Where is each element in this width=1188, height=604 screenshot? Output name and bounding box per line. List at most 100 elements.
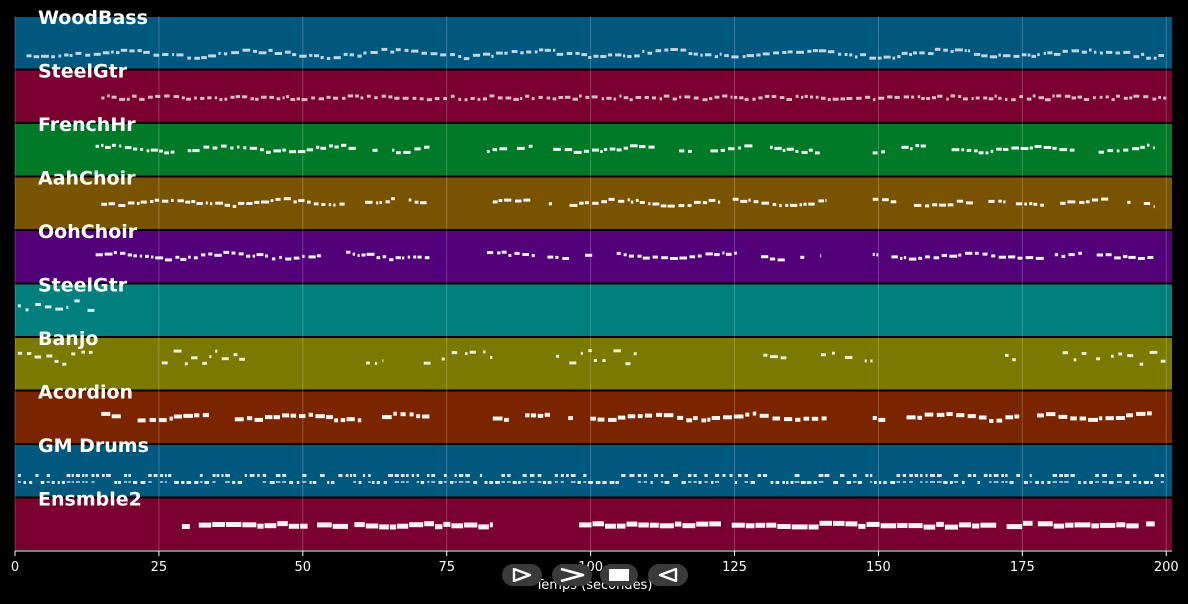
note xyxy=(590,416,596,421)
rewind-button[interactable] xyxy=(648,564,688,586)
note xyxy=(379,524,389,530)
track-band xyxy=(15,445,1172,497)
note xyxy=(382,359,384,363)
note xyxy=(46,481,50,483)
note xyxy=(660,474,664,477)
note xyxy=(282,481,287,483)
note xyxy=(920,481,923,483)
note xyxy=(989,419,994,423)
note xyxy=(1013,54,1020,58)
note xyxy=(846,481,852,484)
note xyxy=(111,414,121,419)
note xyxy=(139,254,143,258)
note xyxy=(1110,354,1114,358)
x-tick-label: 25 xyxy=(151,560,168,575)
note xyxy=(293,256,300,260)
note xyxy=(81,350,85,354)
note xyxy=(693,52,698,56)
note xyxy=(730,95,733,99)
note xyxy=(773,51,779,55)
note xyxy=(766,522,777,528)
note xyxy=(416,474,420,477)
note xyxy=(1127,200,1131,204)
note xyxy=(465,481,470,483)
note xyxy=(309,53,313,57)
note xyxy=(864,359,867,363)
note xyxy=(1132,147,1140,151)
note xyxy=(1116,94,1120,98)
note xyxy=(530,481,535,483)
note xyxy=(25,308,29,312)
note xyxy=(958,95,962,98)
stop-icon xyxy=(609,569,629,581)
note xyxy=(1029,202,1033,206)
note xyxy=(394,474,399,477)
note xyxy=(687,204,692,207)
note xyxy=(715,481,720,483)
note xyxy=(1041,481,1044,484)
note xyxy=(752,97,756,101)
note xyxy=(623,96,629,100)
stop-button[interactable] xyxy=(600,564,638,586)
note xyxy=(562,257,569,260)
note xyxy=(585,95,590,99)
note xyxy=(1008,255,1016,259)
note xyxy=(655,49,662,53)
note xyxy=(316,145,320,149)
note xyxy=(936,521,944,527)
note xyxy=(930,481,935,483)
fast-forward-button[interactable] xyxy=(552,564,592,586)
note xyxy=(435,524,443,530)
note xyxy=(276,97,281,101)
note xyxy=(1069,148,1075,152)
note xyxy=(878,417,886,422)
note xyxy=(975,96,980,100)
note xyxy=(528,144,533,148)
note xyxy=(498,199,503,202)
note xyxy=(93,52,101,56)
note xyxy=(438,481,443,484)
note xyxy=(221,357,229,361)
note xyxy=(679,149,685,153)
note xyxy=(1123,50,1131,54)
note xyxy=(684,95,691,99)
note xyxy=(1070,416,1077,421)
note xyxy=(777,524,791,529)
note xyxy=(711,416,720,420)
note xyxy=(330,481,335,484)
note xyxy=(85,53,91,57)
note xyxy=(900,256,903,260)
note xyxy=(443,481,447,483)
note xyxy=(813,481,817,484)
note xyxy=(345,474,349,477)
note xyxy=(346,250,351,254)
note xyxy=(544,48,551,52)
note xyxy=(520,51,524,55)
note xyxy=(176,53,184,57)
note xyxy=(770,481,774,483)
note xyxy=(786,481,789,484)
note xyxy=(137,418,146,423)
note xyxy=(517,146,525,150)
note xyxy=(538,95,543,99)
note xyxy=(416,414,421,419)
note xyxy=(688,474,692,477)
note xyxy=(652,202,660,206)
note xyxy=(724,54,729,58)
play-button[interactable] xyxy=(502,564,542,586)
note xyxy=(101,202,108,206)
note xyxy=(153,474,158,477)
note xyxy=(1095,481,1099,483)
note xyxy=(701,418,707,423)
note xyxy=(789,203,798,207)
note xyxy=(592,148,599,152)
note xyxy=(579,94,582,98)
note xyxy=(1163,96,1167,100)
note xyxy=(246,254,251,258)
note xyxy=(989,55,998,59)
note xyxy=(212,474,216,477)
note xyxy=(129,49,135,53)
note xyxy=(258,51,267,55)
note xyxy=(96,474,100,477)
note xyxy=(1126,413,1133,418)
